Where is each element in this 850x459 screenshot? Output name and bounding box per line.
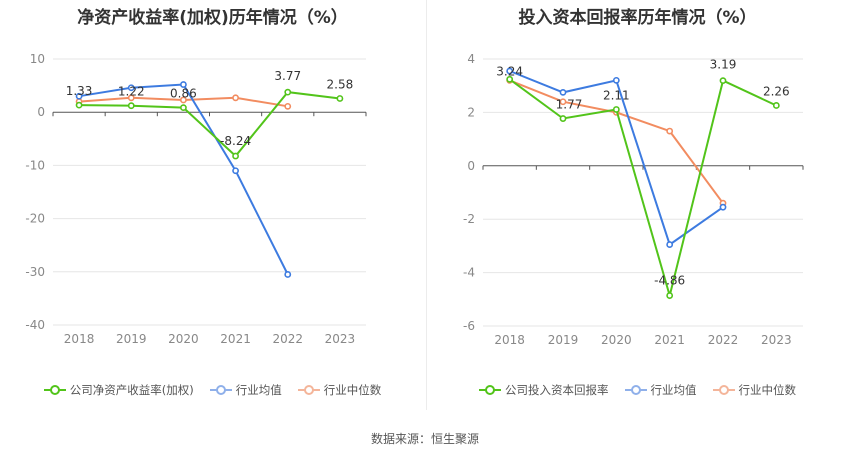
data-point — [284, 88, 292, 96]
data-point — [559, 115, 567, 122]
y-tick-label: 0 — [467, 159, 475, 173]
y-tick-label: 0 — [37, 105, 45, 119]
data-label: 2.26 — [763, 84, 790, 98]
series-line — [78, 83, 289, 275]
x-tick-label: 2020 — [601, 333, 632, 347]
legend-item-industry-median[interactable]: 行业中位数 — [712, 382, 797, 398]
data-label: 2.11 — [603, 88, 630, 102]
y-tick-label: 2 — [467, 105, 475, 119]
chart-legend: 公司净资产收益率(加权) 行业均值 行业中位数 — [0, 382, 425, 398]
panel-divider — [426, 0, 427, 410]
data-point — [75, 101, 83, 109]
data-label: 2.58 — [327, 77, 354, 91]
legend-marker-orange — [712, 385, 735, 395]
y-tick-label: -4 — [463, 266, 475, 280]
y-tick-label: -2 — [463, 212, 475, 226]
y-tick-label: -40 — [25, 318, 45, 332]
data-point — [232, 152, 239, 160]
data-point — [612, 76, 620, 84]
legend-item-industry-mean[interactable]: 行业均值 — [624, 382, 697, 398]
data-point — [506, 67, 514, 75]
y-tick-label: -10 — [25, 158, 45, 172]
legend-marker-blue — [209, 385, 232, 395]
data-label: 3.24 — [496, 64, 523, 78]
chart-title: 净资产收益率(加权)历年情况（%） — [77, 8, 348, 28]
legend-label: 行业均值 — [650, 383, 697, 397]
data-point — [75, 92, 83, 100]
data-point — [127, 84, 135, 92]
roic-chart-panel: 投入资本回报率历年情况（%） 4 2 0 -2 -4 -6 2018 2019 2020 2021… — [425, 0, 850, 410]
x-tick-label: 2019 — [116, 332, 147, 346]
legend-item-industry-median[interactable]: 行业中位数 — [297, 382, 382, 398]
legend-label: 行业中位数 — [738, 383, 797, 397]
data-point — [612, 106, 620, 113]
data-label: -4.86 — [654, 274, 685, 288]
x-tick-label: 2019 — [548, 333, 579, 347]
legend-marker-blue — [624, 385, 647, 395]
legend-label: 公司净资产收益率(加权) — [69, 383, 194, 397]
x-tick-label: 2023 — [761, 333, 792, 347]
series-line — [509, 78, 777, 300]
x-tick-label: 2022 — [272, 332, 303, 346]
legend-label: 行业均值 — [235, 383, 282, 397]
legend-marker-green — [479, 385, 501, 395]
data-point — [772, 102, 780, 109]
x-tick-label: 2022 — [708, 333, 739, 347]
data-label: 3.19 — [710, 58, 737, 72]
data-point — [666, 241, 674, 248]
data-label: 3.77 — [274, 69, 301, 83]
data-point — [719, 203, 727, 211]
data-point — [559, 98, 567, 106]
data-point — [127, 102, 135, 110]
legend-label: 公司投入资本回报率 — [505, 383, 609, 397]
legend-marker-green — [43, 385, 66, 395]
data-point — [559, 88, 567, 96]
data-point — [284, 102, 292, 110]
data-point — [232, 167, 239, 175]
y-tick-label: -20 — [25, 212, 45, 226]
chart-legend: 公司投入资本回报率 行业均值 行业中位数 — [425, 382, 850, 398]
data-point — [506, 75, 514, 83]
data-label: 1.33 — [66, 84, 93, 98]
data-point — [180, 81, 187, 88]
legend-marker-orange — [297, 385, 320, 395]
data-point — [284, 271, 292, 278]
x-tick-label: 2021 — [220, 332, 251, 346]
data-label: 1.22 — [118, 85, 145, 99]
y-tick-label: 4 — [467, 52, 475, 66]
y-tick-label: -30 — [25, 265, 45, 279]
data-point — [336, 95, 344, 102]
chart-title: 投入资本回报率历年情况（%） — [518, 8, 757, 28]
legend-item-company[interactable]: 公司净资产收益率(加权) — [43, 382, 194, 398]
roic-chart-plot: 4 2 0 -2 -4 -6 2018 2019 2020 2021 2022 2023 3.24 1.7… — [463, 52, 804, 347]
data-point — [719, 77, 727, 85]
y-tick-label: -6 — [463, 319, 475, 333]
data-point — [666, 127, 674, 135]
legend-label: 行业中位数 — [323, 383, 382, 397]
data-label: 1.77 — [556, 98, 583, 112]
legend-item-industry-mean[interactable]: 行业均值 — [209, 382, 282, 398]
series-line — [79, 91, 341, 158]
roe-chart-plot: 10 0 -10 -20 -30 -40 2018 2019 2020 2021 2022 2023 1… — [25, 52, 367, 346]
data-point — [666, 292, 674, 299]
x-tick-label: 2023 — [325, 332, 356, 346]
data-point — [180, 96, 187, 104]
x-tick-label: 2018 — [494, 333, 525, 347]
data-label: -8.24 — [220, 134, 251, 148]
y-tick-label: 10 — [30, 52, 45, 66]
data-source-footer: 数据来源：恒生聚源 — [370, 432, 479, 446]
data-point — [180, 104, 187, 112]
x-tick-label: 2020 — [168, 332, 199, 346]
legend-item-company[interactable]: 公司投入资本回报率 — [479, 382, 609, 398]
data-point — [232, 94, 239, 102]
data-label: 0.86 — [170, 87, 197, 101]
x-tick-label: 2021 — [654, 333, 685, 347]
data-point — [127, 94, 135, 102]
x-tick-label: 2018 — [64, 332, 95, 346]
roe-chart-panel: 净资产收益率(加权)历年情况（%） 10 0 -10 -20 -30 -40 2018 201… — [0, 0, 425, 410]
